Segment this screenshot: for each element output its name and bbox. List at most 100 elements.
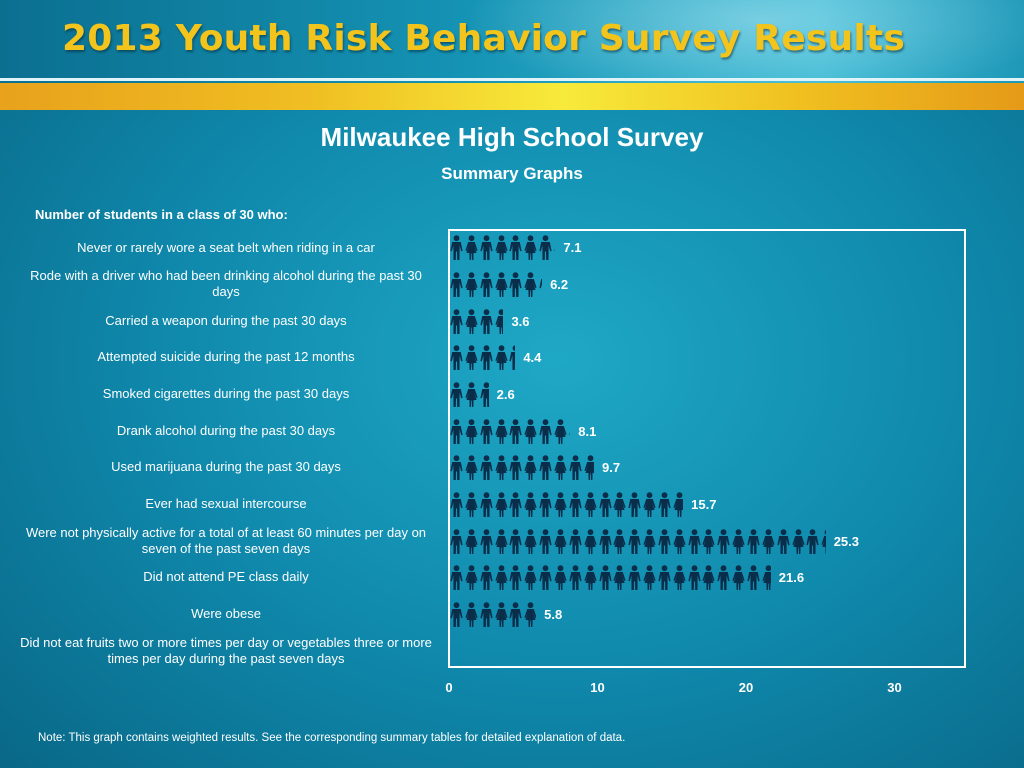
person-icon (806, 529, 819, 555)
person-icon (494, 602, 508, 628)
person-icon (598, 492, 612, 518)
person-icon (539, 235, 552, 261)
person-icon (465, 455, 478, 481)
person-icon (658, 492, 671, 518)
person-icon (509, 419, 522, 445)
person-icon (524, 419, 537, 445)
category-label: Were not physically active for a total o… (25, 525, 427, 556)
person-icon (702, 529, 716, 555)
category-label: Smoked cigarettes during the past 30 day… (102, 386, 350, 401)
person-icon (554, 455, 567, 481)
data-label: 2.6 (496, 387, 515, 402)
person-icon (494, 455, 508, 481)
person-icon (554, 419, 567, 445)
person-icon (494, 565, 508, 591)
category-label: Carried a weapon during the past 30 days (105, 313, 347, 328)
data-label: 8.1 (578, 424, 597, 439)
person-icon (509, 602, 522, 628)
x-tick-label: 30 (887, 680, 902, 695)
bar-fill (450, 455, 595, 481)
person-icon (494, 492, 508, 518)
bar: 2.6 (450, 382, 549, 408)
person-icon (613, 492, 626, 518)
person-icon (673, 529, 686, 555)
data-label: 3.6 (511, 314, 530, 329)
person-icon (628, 492, 641, 518)
data-label: 25.3 (833, 534, 860, 549)
slide-title: 2013 Youth Risk Behavior Survey Results (62, 18, 905, 59)
person-icon (554, 529, 567, 555)
person-icon (450, 455, 463, 481)
person-icon (539, 565, 552, 591)
person-icon (673, 565, 686, 591)
person-icon (539, 419, 552, 445)
person-icon (494, 309, 504, 335)
category-label: Ever had sexual intercourse (145, 496, 307, 511)
person-icon (717, 529, 730, 555)
person-icon (494, 235, 508, 261)
person-icon (450, 492, 463, 518)
x-tick-label: 20 (738, 680, 754, 695)
person-icon (465, 492, 478, 518)
person-icon (480, 382, 489, 408)
person-icon (628, 565, 641, 591)
person-icon (598, 565, 612, 591)
person-icon (494, 529, 508, 555)
bar-fill (450, 272, 543, 298)
bar: 8.1 (450, 419, 630, 445)
person-icon (450, 272, 463, 298)
data-label: 5.8 (544, 607, 563, 622)
person-icon (480, 492, 493, 518)
person-icon (509, 492, 522, 518)
x-tick-label: 10 (590, 680, 605, 695)
chart-title: Milwaukee High School Survey (320, 122, 704, 152)
bar-fill (450, 529, 826, 555)
person-icon (539, 455, 552, 481)
person-icon (569, 455, 582, 481)
person-icon (717, 565, 730, 591)
bar: 5.8 (450, 602, 596, 628)
category-label: Did not attend PE class daily (143, 569, 309, 584)
bar-fill (450, 382, 489, 408)
bar: 6.2 (450, 272, 602, 298)
bar: 7.1 (450, 235, 615, 261)
data-label: 9.7 (602, 460, 621, 475)
bar-fill (450, 492, 684, 518)
person-icon (509, 345, 516, 371)
person-icon (509, 565, 522, 591)
person-icon (732, 529, 745, 555)
category-label: Rode with a driver who had been drinking… (30, 268, 422, 299)
bar: 21.6 (450, 565, 831, 591)
person-icon (450, 529, 463, 555)
footnote: Note: This graph contains weighted resul… (38, 732, 626, 744)
person-icon (524, 602, 537, 628)
bar-fill (450, 235, 556, 261)
person-icon (524, 565, 537, 591)
person-icon (569, 565, 582, 591)
category-label: Used marijuana during the past 30 days (111, 459, 341, 474)
person-icon (524, 235, 537, 261)
person-icon (480, 565, 493, 591)
person-icon (658, 565, 671, 591)
person-icon (465, 272, 478, 298)
header-rule (0, 78, 1024, 81)
data-label: 6.2 (550, 277, 569, 292)
person-icon (554, 492, 567, 518)
person-icon (480, 419, 493, 445)
person-icon (539, 492, 552, 518)
person-icon (747, 529, 760, 555)
person-icon (554, 235, 556, 261)
person-icon (465, 602, 478, 628)
person-icon (494, 345, 508, 371)
person-icon (524, 272, 537, 298)
person-icon (450, 235, 463, 261)
bar-fill (450, 345, 516, 371)
person-icon (524, 455, 537, 481)
person-icon (643, 565, 656, 591)
person-icon (821, 529, 826, 555)
person-icon (480, 455, 493, 481)
person-icon (762, 565, 771, 591)
person-icon (643, 492, 656, 518)
data-label: 7.1 (563, 240, 582, 255)
person-icon (613, 565, 626, 591)
